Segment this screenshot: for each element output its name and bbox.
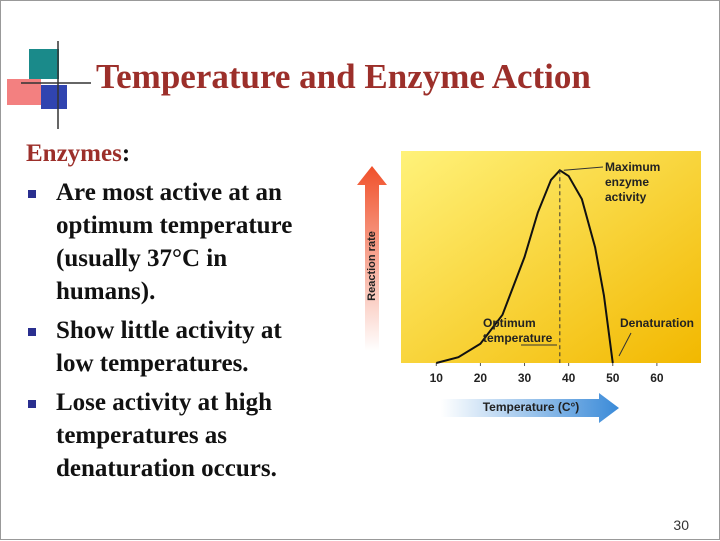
bullet-line: Lose activity at high (56, 389, 272, 416)
x-tick-label: 50 (606, 371, 620, 385)
decor (29, 49, 59, 79)
x-tick-label: 40 (562, 371, 576, 385)
curve (436, 168, 614, 364)
bullet-line: temperatures as (56, 422, 228, 449)
bullet: Are most active at an optimum temperature… (26, 176, 292, 308)
x-arrow (441, 393, 619, 423)
heading: Enzymes: (26, 137, 292, 170)
bullet-line: low temperatures. (56, 350, 249, 377)
leader (618, 332, 632, 357)
bullet: Lose activity at high temperatures as dena… (26, 386, 292, 485)
annotation: Optimum (483, 316, 536, 330)
decor (41, 85, 67, 109)
leader (563, 166, 604, 171)
x-tick-label: 60 (650, 371, 664, 385)
title: Temperature and Enzyme Action (96, 57, 591, 96)
annotation: Denaturation (620, 316, 694, 330)
bullet-line: Are most active at an (56, 179, 282, 206)
annotation: temperature (483, 331, 553, 345)
body: Enzymes: Are most active at an optimum te… (26, 137, 292, 485)
x-label: Temperature (C°) (483, 400, 580, 414)
annotation: enzyme (605, 175, 649, 189)
bullet-line: (usually 37°C in (56, 245, 228, 272)
y-arrow (357, 166, 387, 351)
annotation: Maximum (605, 160, 660, 174)
x-tick-label: 20 (474, 371, 488, 385)
plot-area (401, 151, 701, 363)
bullet: Show little activity at low temperatures. (26, 314, 292, 380)
x-tick-label: 30 (518, 371, 532, 385)
bullet-line: denaturation occurs. (56, 455, 277, 482)
page-number: 30 (673, 517, 689, 533)
y-label: Reaction rate (366, 231, 378, 301)
x-tick-label: 10 (430, 371, 444, 385)
annotation: activity (605, 190, 647, 204)
heading-word: Enzymes (26, 140, 122, 167)
bullet-line: humans). (56, 278, 156, 305)
heading-punct: : (121, 140, 131, 167)
bullet-line: Show little activity at (56, 317, 282, 344)
bullet-line: optimum temperature (56, 212, 293, 239)
